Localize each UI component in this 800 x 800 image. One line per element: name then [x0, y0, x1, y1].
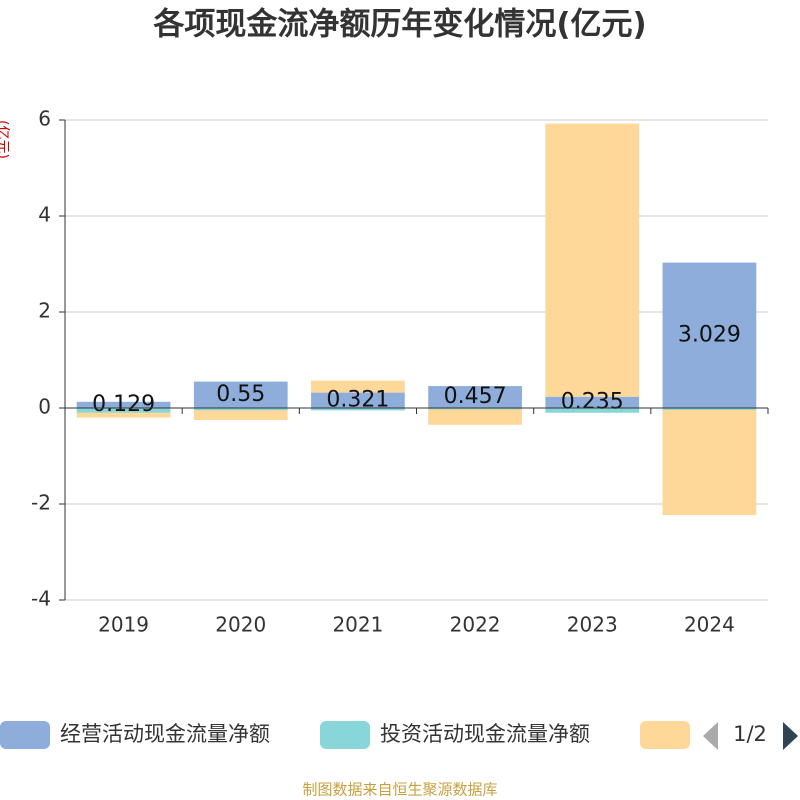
- data-label: 0.129: [92, 392, 155, 417]
- legend-prev[interactable]: [703, 722, 718, 750]
- x-tick-label: 2022: [450, 613, 501, 637]
- y-tick-label: 4: [38, 203, 51, 227]
- data-label: 0.55: [216, 382, 265, 407]
- bar: [311, 392, 405, 408]
- bar: [545, 396, 640, 408]
- bar: [545, 123, 640, 397]
- bar: [662, 408, 757, 410]
- y-tick-label: 0: [38, 395, 51, 419]
- y-tick-label: 2: [38, 299, 51, 323]
- x-tick-label: 2019: [98, 613, 149, 637]
- bar: [193, 408, 288, 411]
- data-label: 0.321: [326, 387, 389, 412]
- x-tick-label: 2021: [332, 613, 383, 637]
- legend-label: 投资活动现金流量净额: [380, 722, 590, 746]
- bar: [428, 409, 522, 425]
- bar: [545, 408, 640, 413]
- bar: [428, 408, 522, 410]
- bar: [662, 262, 757, 408]
- data-label: 0.457: [444, 384, 507, 409]
- legend-swatch: [0, 721, 50, 749]
- bar: [311, 408, 405, 411]
- y-tick-label: -4: [31, 587, 51, 611]
- bar: [428, 386, 522, 408]
- data-label: 3.029: [678, 322, 741, 347]
- y-tick-label: 6: [38, 107, 51, 131]
- x-tick-label: 2024: [684, 613, 735, 637]
- bar: [662, 409, 757, 516]
- bar: [76, 401, 171, 408]
- legend-next[interactable]: [783, 722, 798, 750]
- data-label: 0.235: [561, 389, 624, 414]
- bar: [193, 410, 288, 420]
- x-tick-label: 2020: [215, 613, 266, 637]
- x-tick-label: 2023: [567, 613, 618, 637]
- bar: [193, 381, 288, 408]
- bar: [76, 408, 171, 413]
- y-tick-label: -2: [31, 491, 51, 515]
- chart-title: 各项现金流净额历年变化情况(亿元): [152, 7, 646, 43]
- y-axis-label: (亿元): [0, 120, 10, 159]
- bar: [76, 412, 171, 418]
- legend-label: 经营活动现金流量净额: [60, 722, 270, 746]
- legend-swatch: [640, 721, 690, 749]
- bar: [311, 380, 405, 393]
- source-note: 制图数据来自恒生聚源数据库: [302, 781, 497, 799]
- legend-page: 1/2: [733, 722, 767, 746]
- legend-swatch: [320, 721, 370, 749]
